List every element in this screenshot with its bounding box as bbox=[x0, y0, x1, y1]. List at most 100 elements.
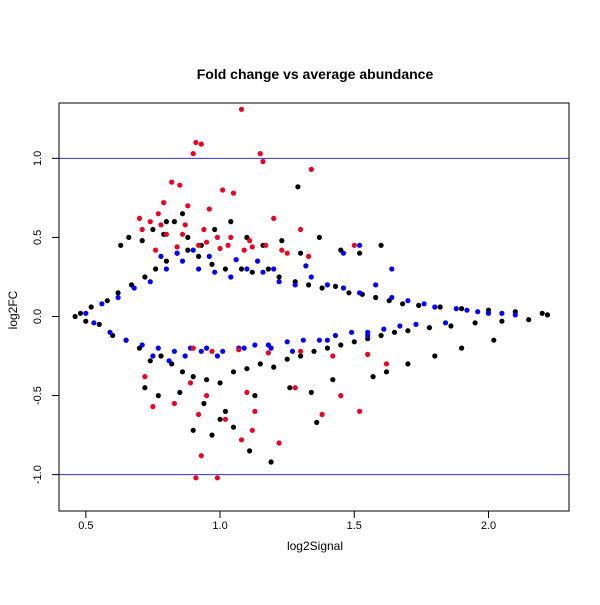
data-point bbox=[206, 206, 212, 212]
data-point bbox=[292, 385, 298, 391]
data-point bbox=[179, 211, 186, 217]
data-point bbox=[311, 348, 317, 354]
data-point bbox=[276, 274, 282, 280]
data-point bbox=[228, 219, 234, 225]
data-point bbox=[220, 348, 226, 354]
data-point bbox=[271, 266, 277, 272]
data-point bbox=[351, 339, 357, 345]
data-point bbox=[238, 437, 245, 443]
data-point bbox=[499, 310, 505, 316]
data-point bbox=[271, 364, 277, 370]
data-point bbox=[378, 332, 384, 339]
data-point bbox=[222, 416, 228, 422]
data-point bbox=[179, 258, 186, 264]
data-point bbox=[150, 353, 156, 359]
data-point bbox=[324, 337, 330, 343]
data-point bbox=[357, 408, 363, 414]
data-point bbox=[214, 234, 220, 240]
data-point bbox=[349, 329, 355, 335]
data-point bbox=[166, 358, 172, 364]
data-point bbox=[263, 242, 269, 248]
data-point bbox=[169, 179, 175, 185]
data-point bbox=[126, 234, 132, 240]
data-point bbox=[214, 353, 220, 359]
data-point bbox=[324, 282, 330, 288]
data-point bbox=[405, 298, 411, 304]
x-axis-label: log2Signal bbox=[287, 539, 343, 553]
data-point bbox=[378, 242, 384, 248]
data-point bbox=[174, 244, 180, 250]
data-point bbox=[373, 294, 379, 301]
data-point bbox=[279, 247, 285, 253]
data-point bbox=[142, 385, 148, 391]
data-point bbox=[72, 313, 78, 320]
data-point bbox=[268, 459, 274, 465]
data-point bbox=[222, 408, 228, 414]
data-point bbox=[306, 282, 312, 288]
data-point bbox=[265, 342, 271, 348]
data-point bbox=[182, 353, 188, 359]
data-point bbox=[383, 361, 390, 367]
data-point bbox=[228, 274, 234, 280]
data-point bbox=[330, 377, 336, 383]
data-point bbox=[308, 389, 314, 395]
data-point bbox=[247, 238, 253, 244]
data-point bbox=[249, 244, 255, 250]
data-point bbox=[284, 250, 290, 256]
data-point bbox=[284, 339, 290, 345]
data-point bbox=[139, 238, 145, 244]
data-point bbox=[389, 294, 395, 301]
data-point bbox=[217, 380, 223, 386]
data-point bbox=[437, 304, 443, 310]
data-point bbox=[319, 285, 325, 291]
data-point bbox=[247, 448, 253, 454]
data-point bbox=[179, 369, 186, 375]
y-tick-label: -0.5 bbox=[32, 386, 44, 405]
data-point bbox=[357, 250, 363, 256]
data-point bbox=[539, 310, 545, 316]
data-point bbox=[150, 226, 156, 233]
data-point bbox=[204, 345, 210, 351]
data-point bbox=[193, 139, 199, 146]
data-point bbox=[204, 393, 210, 399]
x-tick-label: 1.5 bbox=[347, 520, 362, 532]
data-point bbox=[271, 215, 277, 221]
data-point bbox=[475, 309, 481, 315]
data-point bbox=[365, 351, 371, 357]
data-point bbox=[338, 393, 344, 399]
data-point bbox=[298, 226, 304, 233]
data-point bbox=[308, 274, 314, 280]
data-point bbox=[252, 408, 258, 414]
data-point bbox=[491, 337, 497, 343]
data-point bbox=[249, 427, 255, 433]
data-point bbox=[276, 279, 282, 285]
data-point bbox=[155, 393, 161, 399]
y-tick-label: 1.0 bbox=[32, 151, 44, 166]
y-tick-label: 0.5 bbox=[32, 230, 44, 245]
data-point bbox=[161, 200, 167, 206]
data-point bbox=[190, 247, 196, 253]
data-point bbox=[212, 269, 218, 275]
y-axis-label: log2FC bbox=[6, 290, 20, 329]
data-point bbox=[448, 323, 454, 329]
data-point bbox=[150, 404, 156, 410]
data-point bbox=[131, 285, 137, 291]
data-point bbox=[115, 290, 121, 296]
data-point bbox=[225, 242, 231, 248]
data-point bbox=[198, 453, 204, 459]
data-point bbox=[155, 345, 161, 351]
data-point bbox=[198, 141, 204, 147]
data-point bbox=[104, 298, 110, 304]
data-point bbox=[136, 215, 143, 221]
data-point bbox=[265, 266, 271, 272]
data-point bbox=[115, 294, 121, 301]
data-point bbox=[459, 306, 465, 312]
x-tick-label: 1.0 bbox=[212, 520, 227, 532]
data-point bbox=[340, 250, 347, 256]
data-point bbox=[228, 234, 234, 240]
data-point bbox=[381, 326, 387, 332]
y-tick-label: 0.0 bbox=[32, 309, 44, 324]
data-point bbox=[179, 231, 186, 237]
